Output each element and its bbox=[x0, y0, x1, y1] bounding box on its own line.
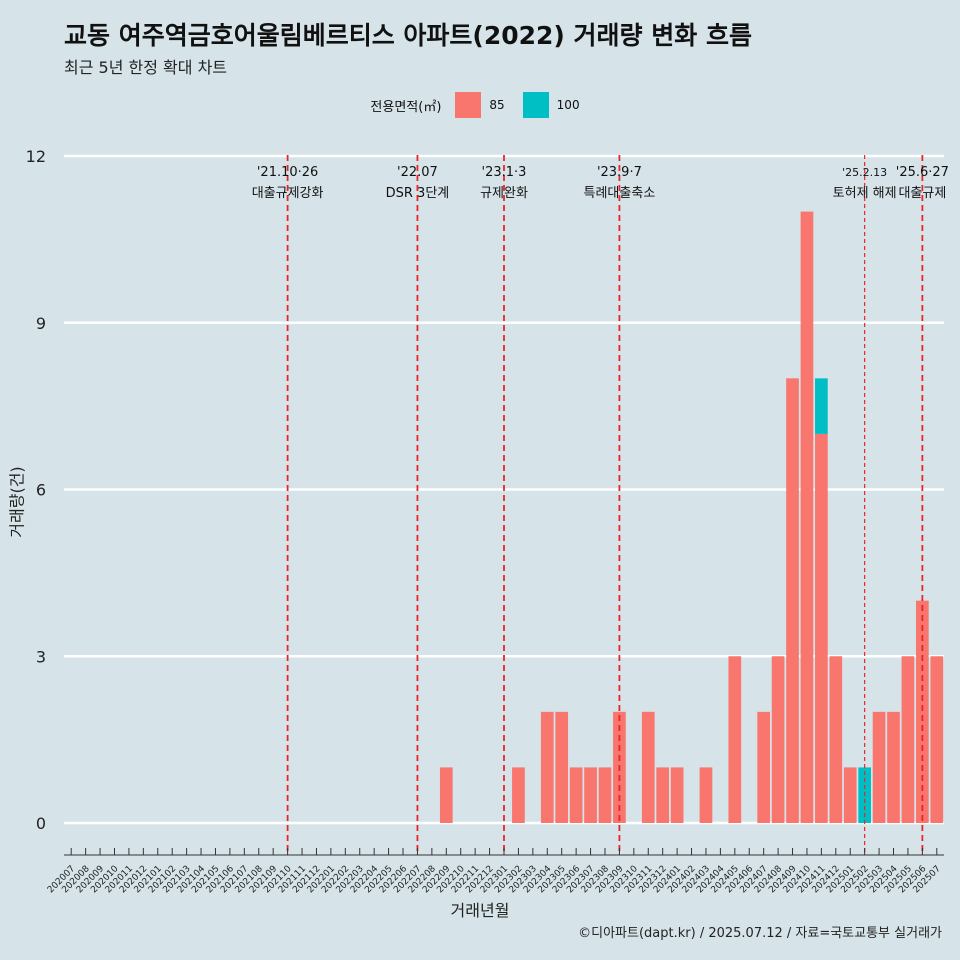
y-tick-label: 0 bbox=[36, 814, 46, 833]
bar-85-202408 bbox=[771, 656, 785, 823]
bar-85-202306 bbox=[569, 767, 583, 823]
y-tick-label: 12 bbox=[26, 147, 46, 166]
bar-85-202311 bbox=[641, 711, 655, 823]
event-label: 특례대출축소 bbox=[584, 186, 656, 201]
bar-85-202307 bbox=[584, 767, 597, 823]
bar-85-202405 bbox=[728, 656, 742, 823]
y-tick-label: 3 bbox=[36, 647, 46, 666]
event-label: 대출규제강화 bbox=[252, 186, 324, 201]
bar-85-202401 bbox=[670, 767, 684, 823]
event-date-label: '25.6·27 bbox=[896, 165, 949, 180]
x-axis-label: 거래년월 bbox=[450, 901, 510, 920]
bar-85-202505 bbox=[901, 656, 915, 823]
source-caption: ©디아파트(dapt.kr) / 2025.07.12 / 자료=국토교통부 실… bbox=[578, 926, 942, 941]
bar-85-202410 bbox=[800, 211, 814, 824]
event-label: 규제완화 bbox=[480, 186, 528, 201]
event-label: DSR 3단계 bbox=[386, 186, 450, 201]
bar-85-202506 bbox=[916, 600, 929, 823]
bar-85-202411 bbox=[815, 433, 828, 823]
event-label: 토허제 해제 bbox=[833, 186, 897, 201]
bar-100-202411 bbox=[815, 378, 828, 434]
bar-85-202501 bbox=[843, 767, 857, 823]
bar-85-202308 bbox=[598, 767, 612, 823]
y-tick-label: 6 bbox=[36, 481, 46, 500]
legend-swatch-85 bbox=[455, 92, 482, 118]
event-date-label: '23.1·3 bbox=[482, 165, 527, 180]
event-date-label: '22.07 bbox=[397, 165, 438, 180]
bar-85-202305 bbox=[555, 711, 569, 823]
event-date-label: '21.10·26 bbox=[257, 165, 318, 180]
event-date-label: '23.9·7 bbox=[597, 165, 642, 180]
bar-85-202209 bbox=[439, 767, 453, 823]
bar-85-202507 bbox=[930, 656, 944, 823]
legend-label-100: 100 bbox=[556, 98, 580, 112]
chart-subtitle: 최근 5년 한정 확대 차트 bbox=[64, 58, 228, 77]
bar-85-202407 bbox=[757, 711, 771, 823]
bar-85-202412 bbox=[829, 656, 843, 823]
event-label: 대출규제 bbox=[898, 186, 946, 201]
event-date-label: '25.2.13 bbox=[842, 166, 887, 179]
bar-85-202403 bbox=[699, 767, 713, 823]
legend: 전용면적(㎡) 85 100 bbox=[0, 92, 960, 118]
chart-title: 교동 여주역금호어울림베르티스 아파트(2022) 거래량 변화 흐름 bbox=[64, 21, 752, 50]
bar-85-202504 bbox=[887, 711, 900, 823]
bar-85-202503 bbox=[872, 711, 886, 823]
bar-85-202312 bbox=[656, 767, 670, 823]
legend-swatch-100 bbox=[522, 92, 549, 118]
y-tick-label: 9 bbox=[36, 314, 46, 333]
legend-title: 전용면적(㎡) bbox=[370, 99, 442, 115]
y-axis-label: 거래량(건) bbox=[7, 466, 27, 538]
bar-85-202409 bbox=[786, 378, 799, 823]
bar-85-202304 bbox=[540, 711, 554, 823]
legend-label-85: 85 bbox=[489, 98, 505, 112]
bar-85-202302 bbox=[512, 767, 525, 823]
